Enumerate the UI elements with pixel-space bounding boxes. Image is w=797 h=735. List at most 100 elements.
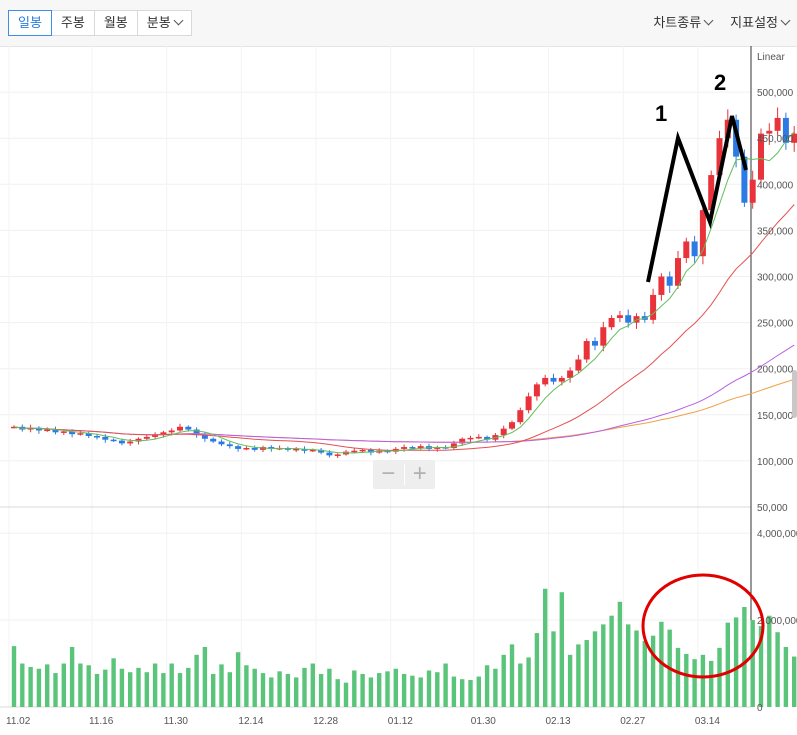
candle-body	[359, 449, 366, 452]
indicator-settings-menu[interactable]: 지표설정	[730, 12, 791, 31]
tab-daily[interactable]: 일봉	[8, 10, 52, 36]
volume-bar	[177, 673, 183, 707]
volume-bar	[385, 671, 390, 707]
candle-body	[301, 448, 308, 451]
volume-bar	[302, 667, 307, 707]
volume-bar	[393, 668, 398, 707]
zoom-out-button[interactable]: −	[381, 460, 396, 487]
volume-bar	[294, 677, 299, 707]
volume-bar	[443, 663, 448, 707]
volume-bar	[69, 647, 75, 707]
date-tick-label: 11.30	[164, 716, 189, 727]
volume-bar	[584, 640, 589, 707]
candle-body	[334, 454, 341, 456]
candle-body	[675, 258, 681, 286]
volume-bar	[94, 673, 100, 707]
volume-bar	[526, 657, 531, 707]
chart-type-menu[interactable]: 차트종류	[653, 12, 714, 31]
volume-bar	[534, 633, 540, 707]
volume-bar	[119, 668, 125, 707]
scroll-handle[interactable]	[792, 370, 797, 418]
chart-type-label: 차트종류	[653, 15, 702, 30]
candle-body	[293, 448, 300, 451]
volume-bar	[617, 601, 623, 707]
volume-bar	[551, 631, 556, 707]
volume-bar	[227, 672, 232, 707]
zoom-in-button[interactable]: +	[412, 460, 427, 487]
tab-daily-label: 일봉	[18, 15, 42, 30]
volume-bar	[634, 630, 639, 707]
chart-axes: Linear 500,000 450,000 400,000 350,000 300,0…	[6, 52, 797, 727]
volume-bar	[352, 670, 357, 707]
candle-body	[135, 438, 142, 442]
volume-bar	[252, 668, 257, 707]
candle-body	[127, 441, 134, 444]
candle-body	[708, 175, 715, 211]
volume-bar	[650, 635, 656, 707]
candle-body	[434, 447, 441, 449]
chart-toolbar: 일봉 주봉 월봉 분봉 차트종류 지표설정	[0, 0, 797, 47]
toolbar-right-menu: 차트종류 지표설정	[653, 12, 791, 31]
volume-bar	[733, 617, 739, 707]
candle-body	[650, 294, 657, 320]
tab-minute-label: 분봉	[146, 15, 171, 30]
scale-label: Linear	[757, 52, 785, 63]
ma5-line	[13, 131, 795, 454]
volume-tick-label: 4,000,000	[757, 529, 797, 540]
price-tick-label: 50,000	[757, 503, 788, 514]
date-tick-label: 02.27	[620, 716, 645, 727]
volume-bar	[750, 620, 755, 707]
candle-body	[52, 429, 59, 433]
volume-bar	[783, 647, 789, 707]
candle-body	[69, 431, 76, 435]
volume-bar	[36, 668, 42, 707]
chart-annotations: 12	[641, 70, 765, 679]
volume-bar	[211, 673, 216, 707]
volume-bar	[343, 682, 349, 707]
candle-body	[791, 133, 797, 143]
candle-body	[243, 447, 250, 450]
volume-bar	[260, 673, 266, 707]
candle-body	[525, 396, 532, 411]
zoom-divider	[403, 464, 405, 485]
candle-body	[758, 133, 764, 180]
volume-bar	[476, 676, 481, 707]
date-tick-label: 12.28	[313, 716, 338, 727]
volume-bar	[144, 672, 149, 707]
candle-body	[185, 426, 192, 430]
volume-bar	[435, 672, 440, 707]
date-tick-label: 03.14	[695, 716, 720, 727]
volume-bar	[161, 673, 166, 707]
volume-bar	[675, 647, 681, 707]
volume-bars	[11, 588, 797, 707]
candle-body	[160, 432, 167, 436]
volume-bar	[725, 622, 730, 707]
tab-monthly[interactable]: 월봉	[93, 10, 138, 36]
volume-bar	[285, 673, 291, 707]
period-tabs: 일봉 주봉 월봉 분봉	[8, 10, 192, 36]
volume-bar	[45, 664, 50, 707]
candle-body	[110, 439, 117, 442]
tab-weekly-label: 주봉	[60, 15, 85, 30]
annotation-label-2: 2	[714, 70, 726, 95]
volume-bar	[426, 670, 432, 707]
volume-bar	[377, 673, 382, 707]
volume-bar	[792, 656, 797, 707]
candle-body	[575, 359, 582, 371]
volume-bar	[235, 652, 241, 707]
zigzag-annotation	[646, 115, 748, 283]
volume-bar	[767, 615, 772, 707]
candle-body	[616, 315, 623, 318]
tab-minute[interactable]: 분봉	[136, 10, 192, 36]
volume-bar	[543, 588, 548, 707]
price-tick-label: 500,000	[757, 88, 794, 99]
candle-body	[60, 431, 67, 433]
volume-bar	[576, 644, 581, 707]
volume-bar	[360, 673, 365, 707]
volume-bar	[410, 675, 415, 707]
volume-bar	[709, 660, 714, 707]
candle-body	[450, 443, 457, 448]
volume-bar	[559, 592, 564, 707]
candle-body	[409, 447, 416, 449]
